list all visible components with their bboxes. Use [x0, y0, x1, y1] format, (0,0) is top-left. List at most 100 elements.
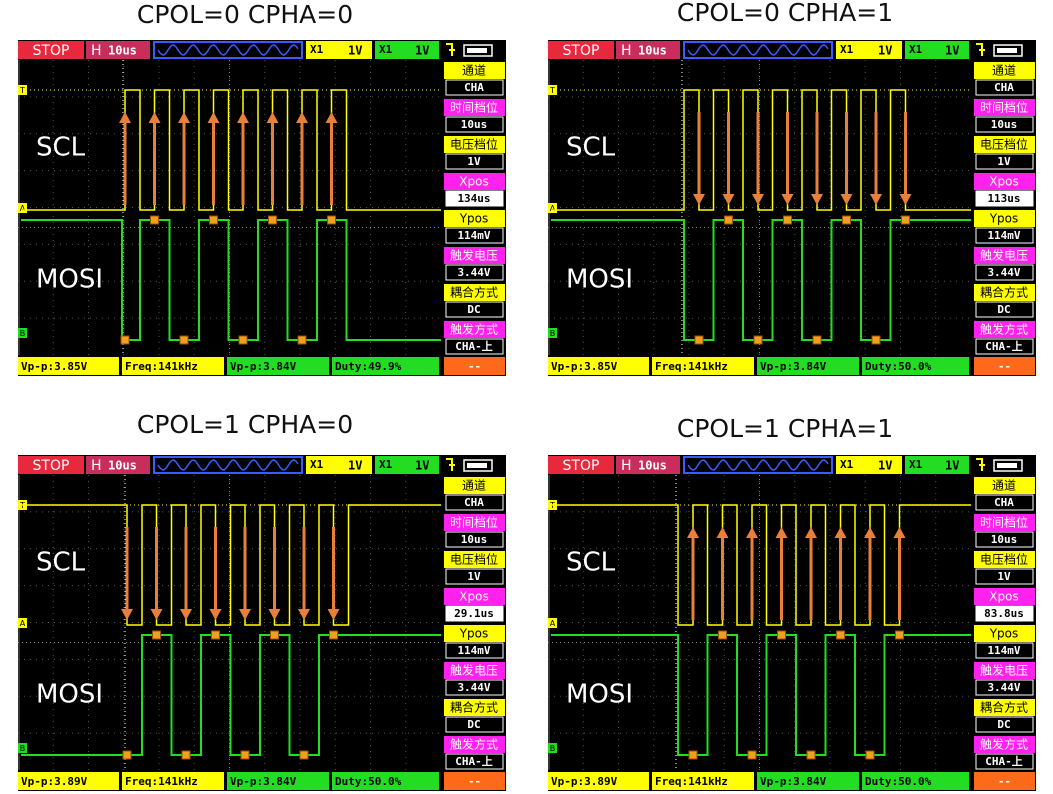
status: STOP — [33, 43, 70, 59]
menu-value: DC — [467, 718, 480, 731]
menu-value: 114mV — [987, 644, 1020, 657]
sample-arrow-head — [834, 527, 847, 538]
oscilloscope: STOP H 10us X1 1V X1 1VTABSCLMOSI通道CHA时间档位10us… — [548, 40, 1036, 376]
marker: T — [549, 86, 555, 95]
sample-arrow-head — [296, 112, 308, 123]
sample-arrow-head — [805, 527, 817, 538]
menu-value-box — [975, 338, 1034, 355]
menu-label-box — [974, 99, 1035, 116]
menu-value: 1V — [467, 570, 481, 583]
sample-arrow-head — [325, 112, 338, 123]
sample-arrow-head — [870, 194, 882, 205]
menu-value: 10us — [991, 533, 1018, 546]
oscilloscope: STOP H 10us X1 1V X1 1VTABSCLMOSI通道CHA时间档位10us… — [548, 455, 1036, 791]
timebase: 10us — [108, 44, 137, 58]
marker-box — [548, 743, 557, 753]
data-marker — [209, 215, 218, 225]
ch1-probe: X1 — [840, 458, 854, 471]
mini-wave — [157, 44, 299, 56]
scope-background — [18, 40, 506, 376]
menu-value: 113us — [987, 192, 1020, 205]
measurement-box — [974, 357, 1035, 375]
measurement-box — [548, 357, 649, 375]
menu-label: Xpos — [459, 590, 488, 604]
menu-value: CHA — [994, 81, 1014, 94]
menu-value-box — [445, 568, 504, 585]
timebase: 10us — [638, 44, 667, 58]
menu-value-box — [445, 153, 504, 170]
menu-label-box — [974, 136, 1035, 153]
ch1-scale: 1V — [348, 459, 362, 473]
sample-arrow-head — [899, 194, 912, 205]
battery-level — [467, 48, 487, 53]
menu-value-box — [445, 301, 504, 318]
menu-value: 29.1us — [454, 607, 494, 620]
menu-label: 耦合方式 — [450, 700, 498, 715]
signal-label: SCL — [36, 133, 86, 163]
measurement: Vp-p:3.84V — [230, 360, 297, 373]
battery — [993, 459, 1023, 472]
menu-label: Xpos — [459, 175, 488, 189]
menu-label-box — [444, 321, 505, 338]
measurement-box — [227, 357, 329, 375]
marker-box — [18, 618, 27, 628]
sample-arrow-head — [716, 527, 729, 538]
ch2-box — [375, 41, 439, 59]
oscilloscope: STOP H 10us X1 1V X1 1VTABSCLMOSI通道CHA时间档位10us… — [18, 455, 506, 791]
measurement-box — [332, 772, 439, 790]
ch1-scale: 1V — [348, 44, 362, 58]
signal-label: MOSI — [566, 680, 633, 710]
measurement: -- — [468, 775, 481, 788]
menu-value: CHA-上 — [455, 339, 493, 353]
measurement-box — [757, 772, 859, 790]
menu-value: 114mV — [457, 644, 490, 657]
menu-label-box — [444, 173, 505, 190]
menu-label: 触发方式 — [980, 737, 1028, 752]
menu-label: Ypos — [459, 212, 489, 226]
signal-label: MOSI — [566, 265, 633, 295]
menu-label: Ypos — [989, 212, 1019, 226]
sample-arrow-head — [722, 194, 735, 205]
sample-arrow-head — [239, 609, 251, 620]
status-box — [18, 456, 84, 474]
ch2-probe: X1 — [909, 458, 923, 471]
menu-label-box — [444, 247, 505, 264]
measurement-box — [444, 772, 505, 790]
menu-value-box — [975, 79, 1034, 96]
menu-value-box — [975, 116, 1034, 133]
data-marker — [812, 335, 822, 345]
battery-level — [997, 48, 1017, 53]
menu-label-box — [444, 514, 505, 531]
marker: B — [20, 329, 26, 338]
measurement-box — [862, 772, 969, 790]
menu-label: 通道 — [992, 479, 1016, 493]
timebase-label: H — [91, 458, 102, 474]
mosi-trace — [21, 219, 441, 341]
measurement: Duty:49.9% — [335, 360, 402, 373]
menu-value: 10us — [461, 118, 488, 131]
measurement: Duty:50.0% — [865, 775, 932, 788]
marker-box — [548, 328, 557, 338]
data-marker — [297, 335, 307, 345]
menu-value-box — [975, 753, 1034, 770]
sample-arrow-head — [121, 609, 133, 620]
menu-label-box — [444, 210, 505, 227]
marker: B — [550, 744, 556, 753]
menu-label-box — [444, 136, 505, 153]
data-marker — [329, 630, 338, 640]
measurement: Vp-p:3.84V — [230, 775, 297, 788]
menu-label: 时间档位 — [980, 100, 1028, 115]
menu-label: 触发电压 — [980, 248, 1028, 263]
menu-value-box — [445, 264, 504, 281]
sample-arrow-head — [893, 527, 906, 538]
measurement-box — [652, 772, 754, 790]
sample-arrow-head — [811, 194, 823, 205]
measurement: Vp-p:3.84V — [760, 360, 827, 373]
data-marker — [120, 335, 130, 345]
menu-label-box — [974, 62, 1035, 79]
measurement: Freq:141kHz — [125, 360, 198, 373]
data-marker — [299, 750, 309, 760]
data-marker — [806, 750, 816, 760]
ch2-probe: X1 — [379, 458, 393, 471]
measurement: Duty:50.0% — [335, 775, 402, 788]
